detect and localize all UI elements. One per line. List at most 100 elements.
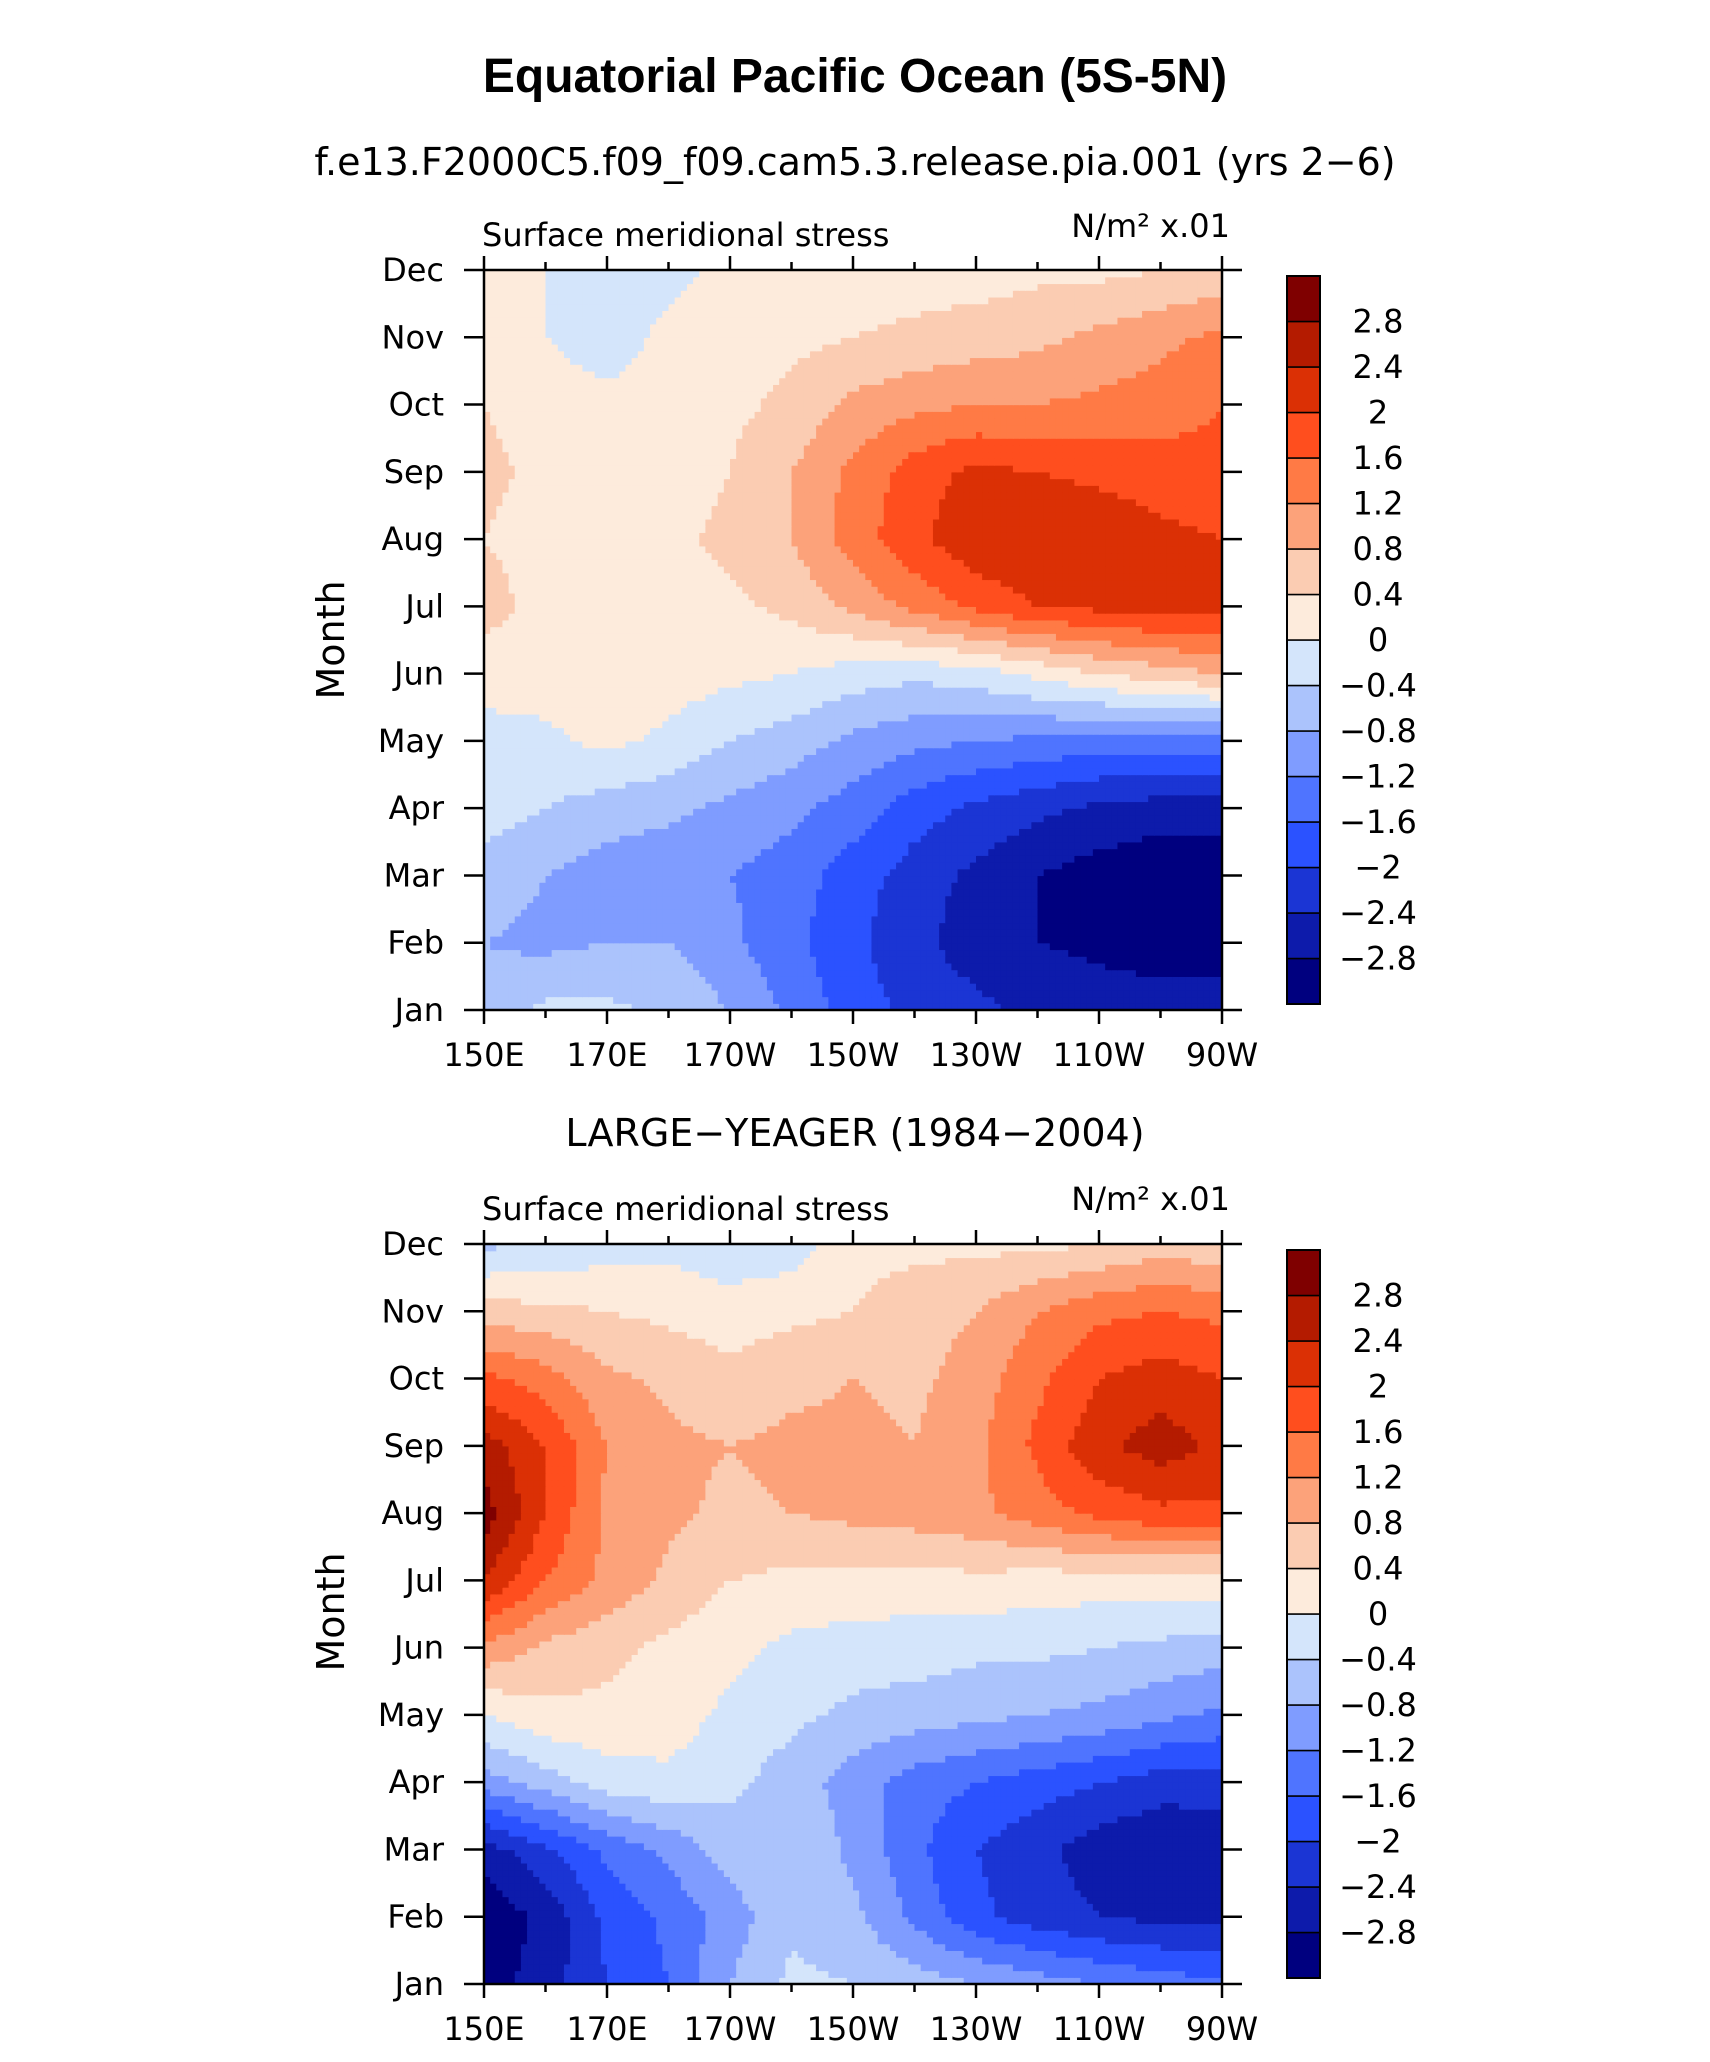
field-cell <box>632 761 639 768</box>
field-cell <box>902 855 909 862</box>
field-cell <box>1136 889 1143 896</box>
field-cell <box>828 748 835 755</box>
field-cell <box>1173 795 1180 802</box>
field-cell <box>1136 754 1143 761</box>
field-cell <box>515 727 522 734</box>
field-cell <box>884 956 891 963</box>
field-cell <box>1056 943 1063 950</box>
field-cell <box>767 929 774 936</box>
field-cell <box>994 808 1001 815</box>
field-cell <box>1161 828 1168 835</box>
field-cell <box>632 795 639 802</box>
field-cell <box>515 997 522 1004</box>
field-cell <box>1204 963 1211 970</box>
field-cell <box>982 748 989 755</box>
field-cell <box>1062 801 1069 808</box>
field-cell <box>921 997 928 1004</box>
field-cell <box>988 801 995 808</box>
field-cell <box>767 869 774 876</box>
field-cell <box>1062 748 1069 755</box>
field-cell <box>1013 970 1020 977</box>
field-cell <box>724 869 731 876</box>
field-cell <box>576 923 583 930</box>
field-cell <box>755 727 762 734</box>
field-cell <box>1136 990 1143 997</box>
field-cell <box>755 761 762 768</box>
field-cell <box>878 795 885 802</box>
field-cell <box>884 902 891 909</box>
field-cell <box>1056 855 1063 862</box>
field-cell <box>976 775 983 782</box>
field-cell <box>1050 842 1057 849</box>
field-cell <box>921 963 928 970</box>
field-cell <box>785 741 792 748</box>
field-cell <box>779 902 786 909</box>
field-cell <box>515 896 522 903</box>
field-cell <box>835 748 842 755</box>
field-cell <box>662 754 669 761</box>
field-cell <box>1081 815 1088 822</box>
field-cell <box>1161 909 1168 916</box>
field-cell <box>718 761 725 768</box>
field-cell <box>1130 936 1137 943</box>
field-cell <box>1148 997 1155 1004</box>
field-cell <box>773 916 780 923</box>
field-cell <box>915 842 922 849</box>
field-cell <box>1161 970 1168 977</box>
field-cell <box>847 936 854 943</box>
field-cell <box>835 727 842 734</box>
field-cell <box>669 761 676 768</box>
field-cell <box>607 963 614 970</box>
field-cell <box>1074 761 1081 768</box>
field-cell <box>779 761 786 768</box>
field-cell <box>595 842 602 849</box>
field-cell <box>1105 970 1112 977</box>
field-cell <box>988 963 995 970</box>
field-cell <box>847 835 854 842</box>
field-cell <box>890 761 897 768</box>
field-cell <box>607 869 614 876</box>
field-cell <box>748 754 755 761</box>
field-cell <box>1161 990 1168 997</box>
field-cell <box>884 835 891 842</box>
field-cell <box>1007 983 1014 990</box>
field-cell <box>871 754 878 761</box>
field-cell <box>822 835 829 842</box>
field-cell <box>527 815 534 822</box>
field-cell <box>496 754 503 761</box>
field-cell <box>539 734 546 741</box>
field-cell <box>792 734 799 741</box>
field-cell <box>570 862 577 869</box>
field-cell <box>546 882 553 889</box>
field-cell <box>502 828 509 835</box>
field-cell <box>1099 781 1106 788</box>
field-cell <box>625 775 632 782</box>
field-cell <box>539 875 546 882</box>
field-cell <box>1062 855 1069 862</box>
field-cell <box>539 855 546 862</box>
field-cell <box>841 909 848 916</box>
field-cell <box>1173 748 1180 755</box>
field-cell <box>871 997 878 1004</box>
field-cell <box>785 936 792 943</box>
field-cell <box>1087 997 1094 1004</box>
field-cell <box>1074 734 1081 741</box>
field-cell <box>699 902 706 909</box>
field-cell <box>1074 963 1081 970</box>
field-cell <box>490 761 497 768</box>
field-cell <box>1161 956 1168 963</box>
field-cell <box>1130 775 1137 782</box>
field-cell <box>552 855 559 862</box>
field-cell <box>730 875 737 882</box>
field-cell <box>1087 875 1094 882</box>
field-cell <box>693 862 700 869</box>
field-cell <box>1093 929 1100 936</box>
field-cell <box>958 849 965 856</box>
field-cell <box>1105 929 1112 936</box>
field-cell <box>1179 775 1186 782</box>
field-cell <box>982 997 989 1004</box>
field-cell <box>933 990 940 997</box>
field-cell <box>896 949 903 956</box>
field-cell <box>1031 936 1038 943</box>
field-cell <box>552 936 559 943</box>
